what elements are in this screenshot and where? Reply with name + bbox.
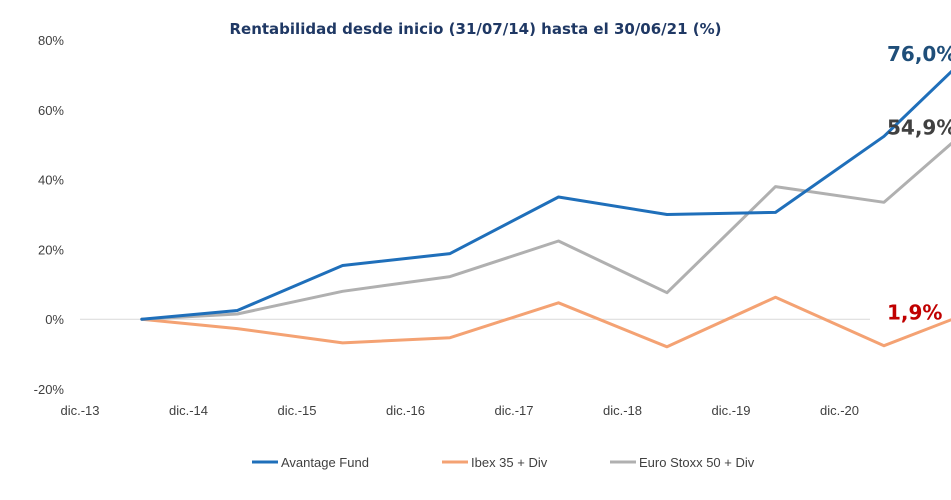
- y-tick-label: 0%: [45, 312, 64, 327]
- x-tick-label: dic.-16: [386, 403, 425, 418]
- y-tick-label: 20%: [38, 242, 64, 257]
- series-line-1: [140, 295, 951, 349]
- legend-label: Euro Stoxx 50 + Div: [639, 455, 755, 470]
- end-value-label: 76,0%: [887, 42, 951, 66]
- y-tick-label: 40%: [38, 173, 64, 188]
- series-line-0: [140, 69, 951, 321]
- end-value-label: 54,9%: [887, 116, 951, 140]
- legend-label: Avantage Fund: [281, 455, 369, 470]
- y-tick-label: 60%: [38, 103, 64, 118]
- end-value-label: 1,9%: [887, 301, 942, 325]
- y-tick-label: 80%: [38, 33, 64, 48]
- legend-label: Ibex 35 + Div: [471, 455, 548, 470]
- x-tick-label: dic.-19: [711, 403, 750, 418]
- x-tick-label: dic.-15: [277, 403, 316, 418]
- y-tick-label: -20%: [34, 382, 65, 397]
- x-tick-label: dic.-14: [169, 403, 208, 418]
- series-line-2: [140, 141, 951, 321]
- chart-title: Rentabilidad desde inicio (31/07/14) has…: [229, 20, 722, 38]
- x-tick-label: dic.-17: [494, 403, 533, 418]
- x-tick-label: dic.-20: [820, 403, 859, 418]
- x-tick-label: dic.-18: [603, 403, 642, 418]
- x-tick-label: dic.-13: [60, 403, 99, 418]
